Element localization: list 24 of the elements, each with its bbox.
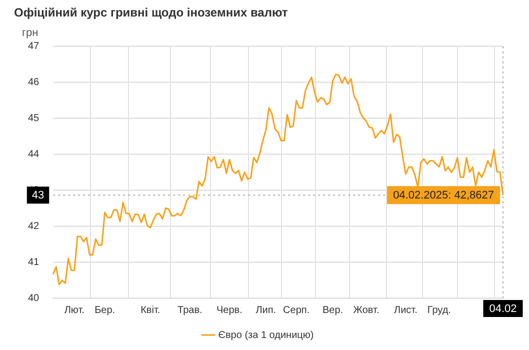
y-tick-label: 45 [28,113,40,124]
x-tick-label: Груд. [427,304,451,316]
x-tick-label: 04.02 [489,303,517,316]
x-tick-label: Вер. [322,304,344,316]
y-tick-label: 47 [28,41,40,52]
y-axis-title: грн [22,26,38,39]
y-tick-label: 42 [28,220,40,232]
x-tick-label: Бер. [94,304,116,316]
x-tick-label: Лип. [256,304,276,316]
x-tick-label: Жовт. [353,304,380,316]
x-tick-label: Черв. [216,304,242,316]
x-tick-label: Лют. [64,304,84,316]
ref-line-label: 43 [32,190,44,202]
x-tick-label: Серп. [283,304,310,316]
y-tick-label: 40 [28,292,40,304]
x-tick-label: Трав. [178,304,202,316]
x-tick-label: Квіт. [140,304,160,316]
annotation: 04.02.2025: 42,8627 [393,190,494,202]
legend-label: Євро (за 1 одиницю) [218,330,314,341]
y-tick-label: 41 [28,256,40,268]
y-tick-label: 44 [28,148,40,160]
chart-title: Офіційний курс гривні щодо іноземних валют [14,6,288,20]
x-tick-label: Лист. [394,304,418,316]
y-tick-label: 46 [28,77,40,88]
